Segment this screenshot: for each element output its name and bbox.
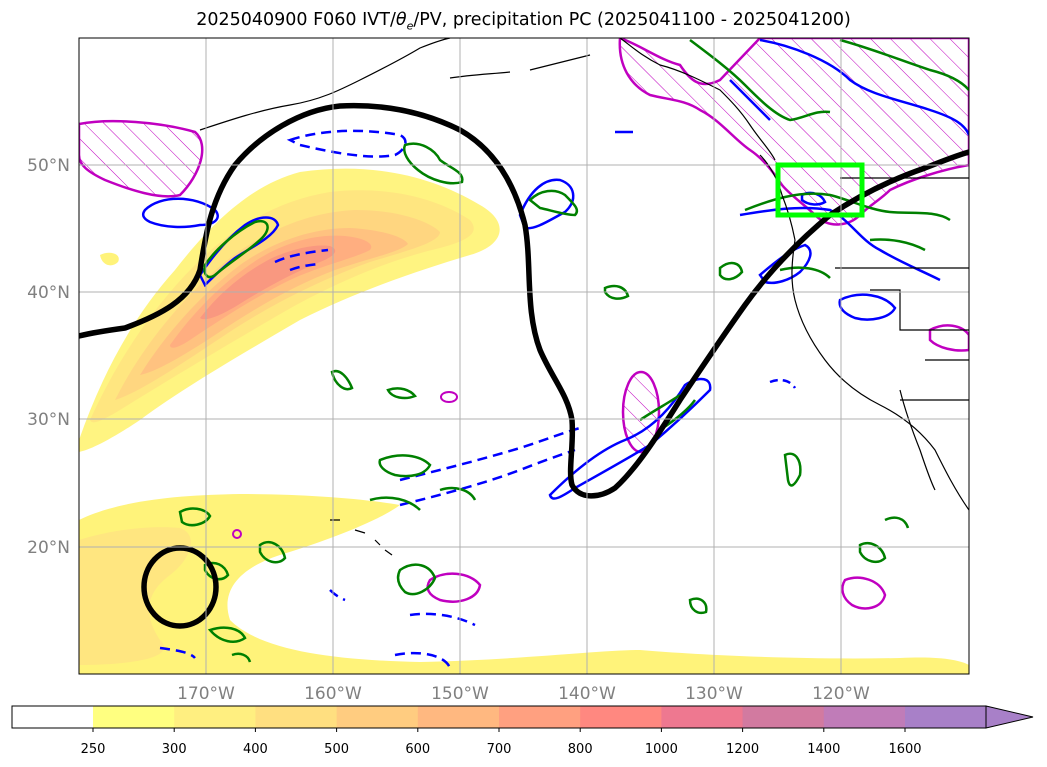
colorbar-extend-arrow	[985, 705, 1034, 729]
theta-e-ar-dashed	[274, 248, 329, 272]
alaska-coast	[199, 38, 776, 161]
ivt-fill-500	[140, 228, 408, 375]
pv-ne-1	[689, 38, 969, 122]
lon-tick-150w: 150°W	[431, 684, 489, 704]
pv-east-1	[603, 261, 744, 300]
theta-e-misc-2	[769, 378, 797, 389]
colorbar-cell	[905, 706, 986, 728]
colorbar-cell	[661, 706, 744, 728]
highlight-box	[775, 162, 865, 218]
colorbar-cell	[742, 706, 825, 728]
colorbar-under	[12, 706, 93, 728]
lon-tick-120w: 120°W	[812, 684, 870, 704]
pv-mid-2	[378, 454, 432, 478]
pv-north-1	[403, 142, 464, 185]
colorbar-cell	[499, 706, 581, 728]
pv-mid-3	[369, 486, 477, 511]
pv-contours	[178, 38, 969, 663]
pv-mid-1	[330, 369, 418, 400]
colorbar-cell	[255, 706, 338, 728]
theta-e-contours	[141, 38, 969, 669]
pv-sub-1	[258, 541, 437, 596]
lon-tick-140w: 140°W	[558, 684, 616, 704]
colorbar-tick-label: 700	[487, 742, 512, 757]
ivt-fill-subtropical	[79, 494, 969, 674]
colorbar-cell	[580, 706, 662, 728]
ivt-fill-700	[200, 245, 336, 320]
colorbar-tick-label: 400	[243, 742, 268, 757]
ivt-fill-600	[170, 235, 372, 348]
theta-e-north-dashed	[286, 129, 407, 158]
hawaii-islands	[330, 519, 393, 556]
colorbar-cell	[174, 706, 256, 728]
ivt-filled-contours	[79, 168, 969, 674]
ivt-fill-patch	[100, 252, 119, 266]
lon-tick-170w: 170°W	[177, 684, 235, 704]
map-title: 2025040900 F060 IVT/θe/PV, precipitation…	[0, 10, 1047, 33]
lat-tick-40n: 40°N	[27, 283, 70, 303]
lon-tick-160w: 160°W	[304, 684, 362, 704]
ivt-contour-line	[79, 102, 969, 629]
title-prefix: 2025040900 F060 IVT/	[196, 10, 396, 30]
ivt-line-main	[79, 102, 969, 499]
pv-ar-1	[203, 219, 269, 279]
precip-small-3	[928, 324, 969, 352]
theta-e-nw-solid	[141, 197, 219, 229]
colorbar-tick-label: 1600	[888, 742, 921, 757]
baja-coast	[899, 389, 936, 491]
colorbar-tick-label: 1200	[726, 742, 759, 757]
theta-e-sub-dashed	[399, 426, 581, 507]
aleutian-islands	[449, 54, 591, 79]
precip-small-4	[440, 391, 458, 403]
theta-e-coast	[518, 178, 575, 230]
pv-east-2	[688, 452, 887, 615]
lat-tick-labels: 50°N 40°N 30°N 20°N	[27, 156, 70, 558]
theta-e-ne-solid	[729, 38, 969, 282]
map-layers	[79, 38, 969, 674]
theta-symbol: θ	[395, 10, 407, 30]
colorbar-tick-label: 1000	[645, 742, 678, 757]
theta-e-south-dashed	[159, 589, 476, 669]
theta-e-west-coast	[758, 243, 897, 321]
colorbar-tick-label: 250	[81, 742, 106, 757]
precip-region-nw	[79, 119, 204, 198]
colorbar-cell	[823, 706, 906, 728]
coastlines	[199, 38, 969, 556]
lon-tick-labels: 170°W 160°W 150°W 140°W 130°W 120°W	[177, 684, 870, 704]
us-west-coast	[791, 239, 969, 511]
map-frame	[78, 37, 970, 675]
precip-small-2	[841, 576, 887, 610]
pv-sub-3	[207, 626, 252, 663]
pv-east-3	[639, 393, 910, 529]
precip-region-east-pacific	[621, 370, 661, 454]
pv-coast-1	[528, 189, 579, 217]
lat-tick-50n: 50°N	[27, 156, 70, 176]
colorbar-tick-label: 500	[324, 742, 349, 757]
colorbar: 250 300 400 500 600 700 800 1000 1200 1400 1600	[11, 705, 1034, 757]
colorbar-tick-label: 300	[162, 742, 187, 757]
precip-small-1	[426, 572, 482, 603]
colorbar-tick-label: 800	[568, 742, 593, 757]
us-border	[835, 177, 969, 401]
ivt-line-loop	[141, 545, 219, 629]
colorbar-tick-label: 1400	[807, 742, 840, 757]
theta-subscript: e	[406, 19, 414, 33]
colorbar-tick-label: 600	[405, 742, 430, 757]
pv-sub-2	[178, 507, 230, 581]
lat-tick-30n: 30°N	[27, 410, 70, 430]
colorbar-cell	[417, 706, 500, 728]
lon-tick-130w: 130°W	[685, 684, 743, 704]
title-suffix: /PV, precipitation PC (2025041100 - 2025…	[413, 10, 851, 30]
theta-e-front-solid	[548, 377, 712, 500]
ivt-fill-subtropical-inner	[79, 527, 191, 665]
colorbar-cell	[336, 706, 419, 728]
precip-small-5	[232, 529, 242, 539]
colorbar-cell	[93, 706, 175, 728]
lat-tick-20n: 20°N	[27, 538, 70, 558]
